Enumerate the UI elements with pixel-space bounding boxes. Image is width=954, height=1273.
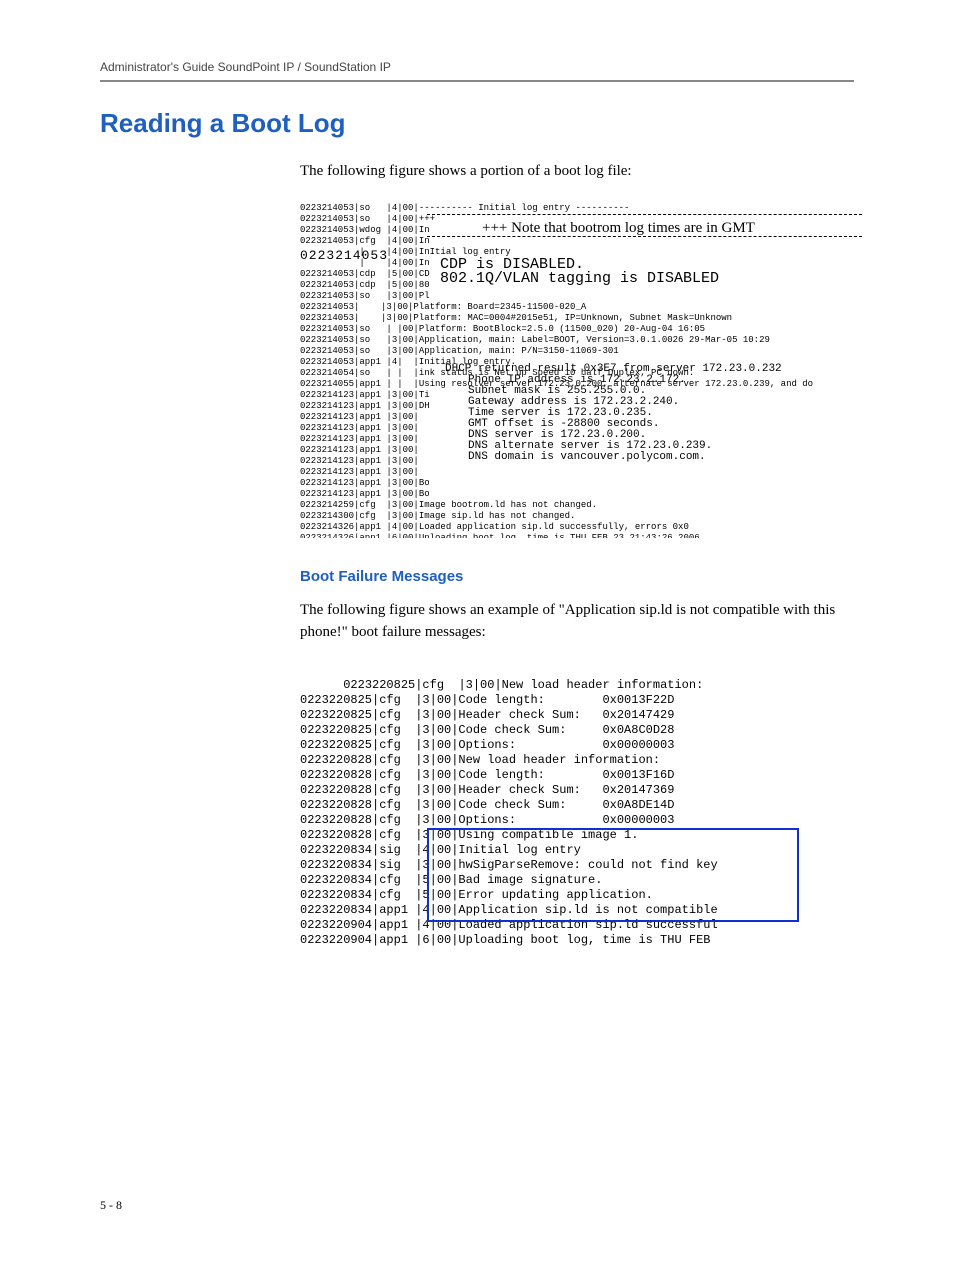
running-header: Administrator's Guide SoundPoint IP / So… — [100, 60, 854, 82]
overlay-vlan: 802.1Q/VLAN tagging is DISABLED — [440, 273, 719, 284]
page-number: 5 - 8 — [100, 1198, 854, 1213]
boot-failure-figure: 0223220825|cfg |3|00|New load header inf… — [300, 663, 795, 978]
overlay-note-gmt: +++ Note that bootrom log times are in G… — [482, 223, 755, 234]
overlay-cdp: CDP is DISABLED. — [440, 259, 584, 270]
overlay-timestamp: 0223214053 — [300, 250, 388, 261]
subsection-heading-boot-failure: Boot Failure Messages — [300, 568, 854, 585]
boot-failure-log-text: 0223220825|cfg |3|00|New load header inf… — [300, 678, 718, 947]
intro-paragraph: The following figure shows a portion of … — [300, 161, 844, 183]
section-heading-reading-boot-log: Reading a Boot Log — [100, 108, 854, 139]
second-paragraph: The following figure shows an example of… — [300, 600, 844, 644]
overlay-ip-block: Phone IP address is 172.23.2.172. Subnet… — [468, 375, 712, 463]
boot-log-figure: 0223214053|so |4|00|---------- Initial l… — [300, 203, 870, 538]
